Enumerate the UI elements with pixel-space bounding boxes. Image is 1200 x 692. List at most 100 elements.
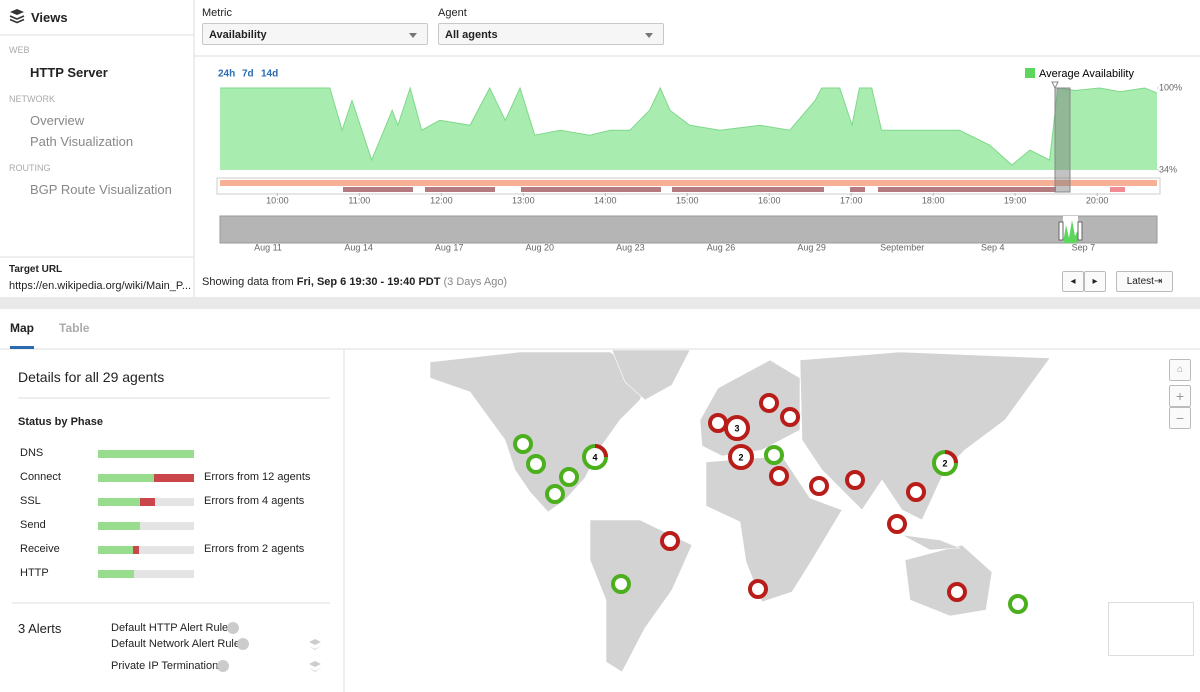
phase-success xyxy=(98,474,154,482)
target-url: https://en.wikipedia.org/wiki/Main_P... xyxy=(9,280,191,292)
alert-icons xyxy=(217,622,321,672)
x-tick-label: 12:00 xyxy=(430,195,453,205)
tab-underline xyxy=(10,346,34,349)
latest-button[interactable]: Latest⇥ xyxy=(1116,271,1173,292)
x-tick-label: 13:00 xyxy=(512,195,535,205)
overview-label: Sep 7 xyxy=(1072,242,1096,252)
agent-marker[interactable] xyxy=(545,484,565,504)
tab[interactable]: Map xyxy=(10,321,34,335)
separator xyxy=(0,297,1200,309)
x-tick-label: 14:00 xyxy=(594,195,617,205)
range-age: (3 Days Ago) xyxy=(443,276,508,288)
nav-item[interactable]: HTTP Server xyxy=(30,65,108,80)
map-land xyxy=(429,349,1051,673)
agent-marker[interactable] xyxy=(769,466,789,486)
agent-marker[interactable] xyxy=(845,470,865,490)
agent-select[interactable]: All agents xyxy=(438,23,664,45)
overview-label: Aug 14 xyxy=(344,242,373,252)
agent-marker[interactable] xyxy=(526,454,546,474)
marker-arc xyxy=(944,450,958,464)
event-strip xyxy=(216,177,1161,195)
zoom-out[interactable]: − xyxy=(1169,407,1191,429)
range-prefix: Showing data from xyxy=(202,276,294,288)
range-link[interactable]: 24h xyxy=(218,69,235,80)
range-link[interactable]: 7d xyxy=(242,69,254,80)
x-tick-label: 16:00 xyxy=(758,195,781,205)
y-tick-label: 100% xyxy=(1159,82,1182,92)
range-link[interactable]: 14d xyxy=(261,69,278,80)
agent-marker[interactable] xyxy=(1008,594,1028,614)
overview-label: Aug 26 xyxy=(707,242,736,252)
overview-strip xyxy=(219,215,1158,244)
area xyxy=(220,88,1157,170)
map-legend xyxy=(1108,602,1194,656)
agent-marker[interactable] xyxy=(660,531,680,551)
agent-marker[interactable] xyxy=(724,415,750,441)
filter-label: Agent xyxy=(438,7,467,19)
details-title: Details for all 29 agents xyxy=(18,369,165,385)
agent-marker[interactable] xyxy=(906,482,926,502)
alert-rule[interactable]: Default Network Alert Rule xyxy=(111,638,240,650)
agent-marker[interactable] xyxy=(887,514,907,534)
cluster-count: 3 xyxy=(734,423,739,433)
nav-item[interactable]: Overview xyxy=(30,113,85,128)
agent-marker[interactable] xyxy=(748,579,768,599)
zoom-in[interactable]: + xyxy=(1169,385,1191,407)
x-tick-label: 15:00 xyxy=(676,195,699,205)
marker-arc xyxy=(594,444,608,458)
next-button[interactable]: ▸ xyxy=(1084,271,1106,292)
phase-name: Send xyxy=(20,519,46,531)
legend-label: Average Availability xyxy=(1039,68,1134,80)
phase-success xyxy=(98,570,134,578)
y-tick-label: 34% xyxy=(1159,164,1177,174)
tab[interactable]: Table xyxy=(59,321,90,335)
agent-marker[interactable] xyxy=(559,467,579,487)
x-tick-label: 17:00 xyxy=(840,195,863,205)
section-heading: NETWORK xyxy=(9,94,55,104)
alerts-title: 3 Alerts xyxy=(18,621,62,636)
agent-marker[interactable] xyxy=(708,413,728,433)
overview-label: Aug 23 xyxy=(616,242,645,252)
phase-name: HTTP xyxy=(20,567,49,579)
alert-rule[interactable]: Private IP Termination xyxy=(111,660,219,672)
nav-item[interactable]: BGP Route Visualization xyxy=(30,182,172,197)
views-icon xyxy=(9,9,25,24)
overview-label: Aug 29 xyxy=(797,242,826,252)
agent-marker[interactable] xyxy=(809,476,829,496)
range-value: Fri, Sep 6 19:30 - 19:40 PDT xyxy=(296,276,441,288)
range-info: Showing data from Fri, Sep 6 19:30 - 19:… xyxy=(202,276,507,288)
phase-note: Errors from 12 agents xyxy=(204,471,311,483)
agent-marker[interactable] xyxy=(780,407,800,427)
agent-marker[interactable] xyxy=(759,393,779,413)
section-heading: WEB xyxy=(9,45,30,55)
agent-marker[interactable] xyxy=(611,574,631,594)
agent-marker[interactable] xyxy=(764,445,784,465)
prev-button[interactable]: ◂ xyxy=(1062,271,1084,292)
phase-success xyxy=(98,450,194,458)
agent-marker[interactable] xyxy=(728,444,754,470)
phase-name: SSL xyxy=(20,495,41,507)
legend-swatch xyxy=(1025,68,1035,78)
phase-success xyxy=(98,546,133,554)
cluster-count: 2 xyxy=(738,452,743,462)
selection-handle xyxy=(1051,81,1059,90)
metric-select[interactable]: Availability xyxy=(202,23,428,45)
alert-rule[interactable]: Default HTTP Alert Rule xyxy=(111,622,229,634)
phase-success xyxy=(98,522,141,530)
phase-error xyxy=(153,474,194,482)
agent-marker[interactable] xyxy=(947,582,967,602)
overview-label: September xyxy=(880,242,924,252)
agent-marker[interactable] xyxy=(513,434,533,454)
home-button[interactable]: ⌂ xyxy=(1169,359,1191,381)
filter-label: Metric xyxy=(202,7,232,19)
phase-error xyxy=(140,498,155,506)
phase-name: DNS xyxy=(20,447,44,459)
selection xyxy=(1054,87,1071,193)
nav-item[interactable]: Path Visualization xyxy=(30,134,134,149)
x-tick-label: 19:00 xyxy=(1004,195,1027,205)
cluster-count: 4 xyxy=(592,452,597,462)
phase-note: Errors from 2 agents xyxy=(204,543,305,555)
phase-name: Connect xyxy=(20,471,61,483)
phase-heading: Status by Phase xyxy=(18,416,103,428)
